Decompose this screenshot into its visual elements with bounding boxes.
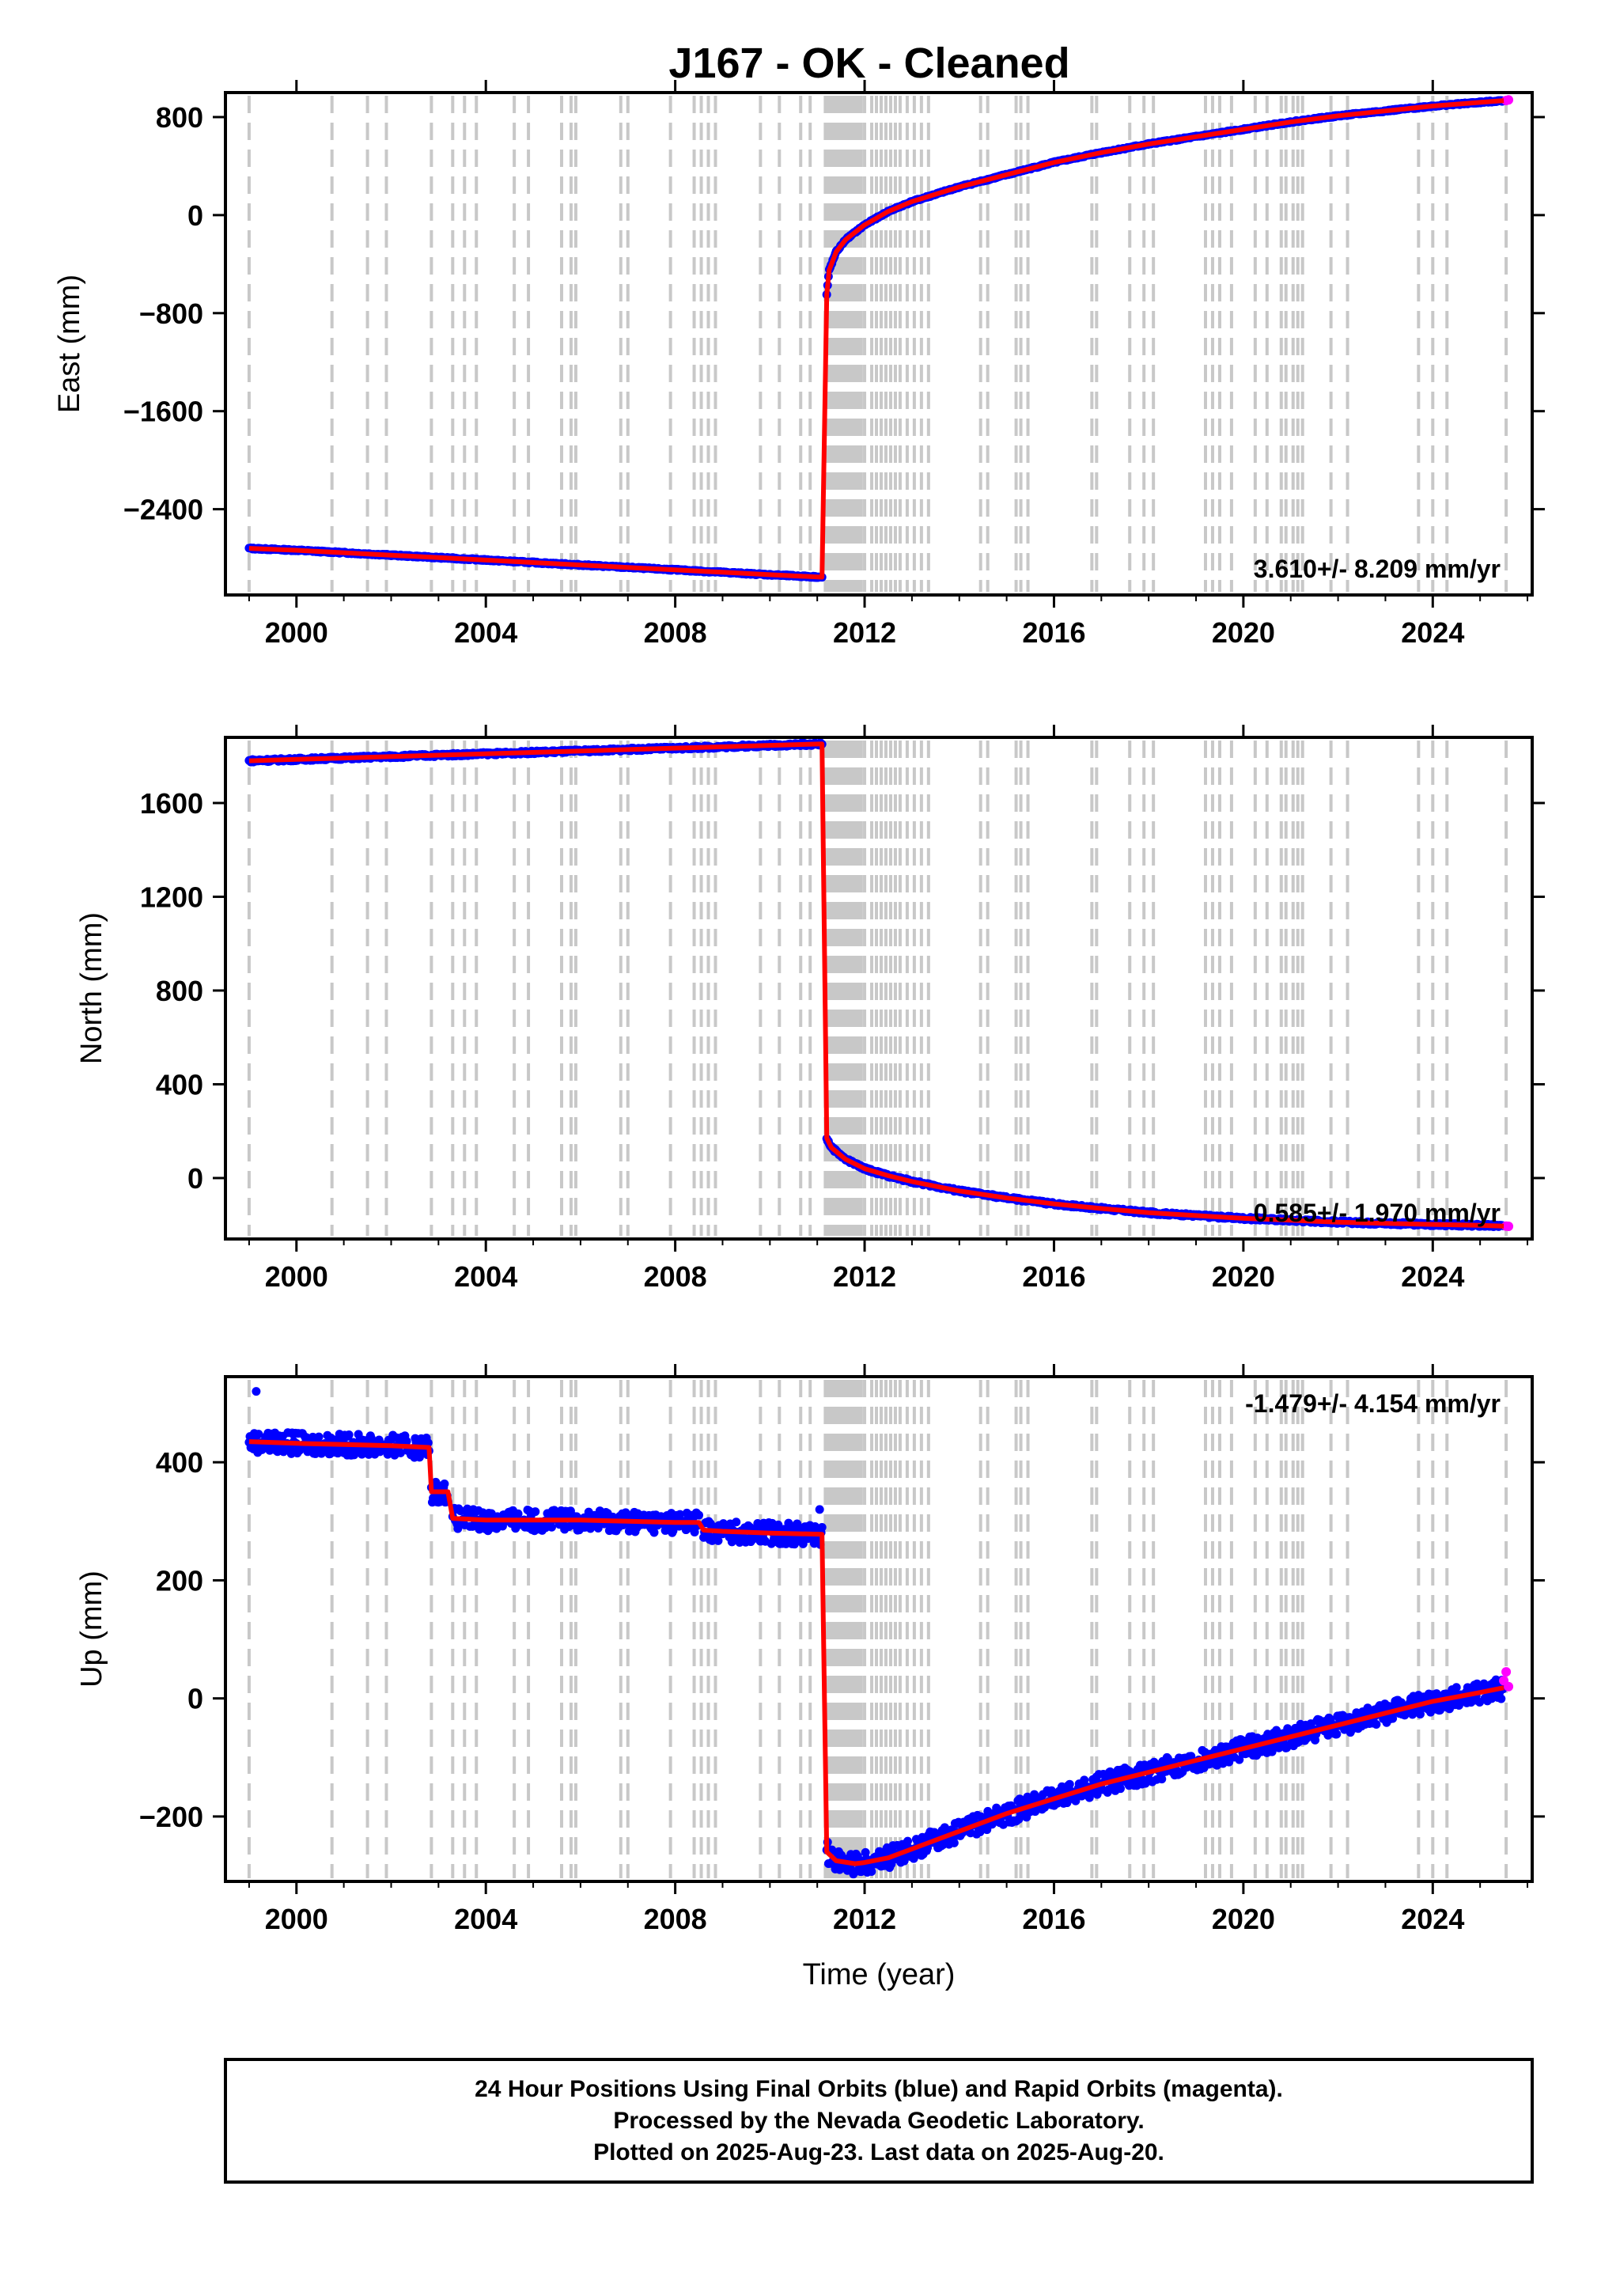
data-point: [817, 1522, 827, 1532]
data-point: [1497, 1694, 1506, 1703]
plot-frame: [224, 736, 1534, 1241]
y-tick-label: −1600: [123, 396, 203, 428]
x-tick-label: 2016: [1022, 1260, 1085, 1293]
data-point: [440, 1479, 449, 1488]
data-point: [252, 1387, 261, 1396]
y-tick-label: −200: [139, 1801, 203, 1833]
rapid-point: [1504, 95, 1514, 105]
x-tick-label: 2008: [644, 1903, 707, 1935]
x-tick-label: 2004: [454, 1903, 517, 1935]
data-point: [815, 1505, 824, 1514]
data-point: [1332, 1730, 1342, 1739]
x-tick-label: 2004: [454, 616, 517, 649]
y-axis-label: North (mm): [75, 912, 108, 1064]
x-tick-label: 2000: [265, 1260, 328, 1293]
footer-line-2: Processed by the Nevada Geodetic Laborat…: [613, 2108, 1144, 2134]
panel-up: 2000 2004 2008 2012 2016 2020 20244002000−200U…: [75, 1364, 1545, 1991]
y-tick-label: 800: [156, 975, 203, 1007]
data-point: [1451, 1683, 1461, 1692]
x-tick-label: 2012: [833, 1260, 896, 1293]
x-tick-label: 2020: [1212, 1903, 1275, 1935]
data-point: [314, 1432, 324, 1442]
x-tick-label: 2020: [1212, 1260, 1275, 1293]
data-point: [531, 1507, 540, 1517]
data-point: [695, 1510, 704, 1520]
data-point: [1388, 1714, 1398, 1723]
footer-line-3: Plotted on 2025-Aug-23. Last data on 202…: [593, 2139, 1164, 2165]
y-tick-label: −2400: [123, 494, 203, 526]
y-tick-label: 0: [187, 1162, 203, 1195]
rate-annotation: 0.585+/- 1.970 mm/yr: [1254, 1199, 1501, 1227]
y-tick-label: 1600: [140, 787, 203, 820]
x-tick-label: 2024: [1401, 616, 1464, 649]
data-point: [949, 1838, 959, 1847]
x-tick-label: 2020: [1212, 616, 1275, 649]
y-tick-label: 400: [156, 1446, 203, 1479]
y-tick-label: 0: [187, 1683, 203, 1715]
y-tick-label: −800: [139, 297, 203, 330]
x-tick-label: 2012: [833, 616, 896, 649]
x-tick-label: 2024: [1401, 1260, 1464, 1293]
x-tick-label: 2004: [454, 1260, 517, 1293]
rapid-point: [1504, 1222, 1514, 1232]
x-tick-label: 2000: [265, 616, 328, 649]
x-axis-label: Time (year): [803, 1958, 956, 1991]
chart-title: J167 - OK - Cleaned: [668, 40, 1069, 87]
y-tick-label: 0: [187, 199, 203, 232]
panels: 2000 2004 2008 2012 2016 2020 20248000−800−160…: [53, 80, 1545, 1991]
panel-east: 2000 2004 2008 2012 2016 2020 2024 800 0 −800 −160…: [53, 80, 1545, 649]
rate-annotation: -1.479+/- 4.154 mm/yr: [1245, 1389, 1501, 1418]
rate-annotation: 3.610+/- 8.209 mm/yr: [1254, 555, 1501, 583]
x-tick-label: 2008: [644, 1260, 707, 1293]
y-tick-label: 800: [156, 101, 203, 134]
x-tick-label: 2008: [644, 616, 707, 649]
x-tick-label: 2016: [1022, 616, 1085, 649]
x-tick-label: 2012: [833, 1903, 896, 1935]
plot-frame: [224, 91, 1534, 597]
y-axis-label: Up (mm): [75, 1570, 108, 1688]
footer-box: 24 Hour Positions Using Final Orbits (bl…: [224, 2058, 1534, 2184]
data-point: [547, 1522, 556, 1532]
rapid-point: [1504, 1681, 1514, 1692]
y-tick-label: 1200: [140, 881, 203, 913]
data-point: [344, 1430, 354, 1440]
data-point: [1115, 1784, 1125, 1794]
panel-north: 2000 2004 2008 2012 2016 2020 2024 1600 1200 800 4…: [75, 725, 1545, 1293]
y-axis-label: East (mm): [53, 275, 86, 413]
data-point: [1372, 1720, 1381, 1730]
data-point: [732, 1517, 741, 1527]
rapid-point: [1501, 1667, 1512, 1677]
x-tick-label: 2024: [1401, 1903, 1464, 1935]
model-line: [248, 98, 1504, 580]
y-tick-label: 200: [156, 1564, 203, 1597]
y-tick-label: 400: [156, 1068, 203, 1101]
footer-line-1: 24 Hour Positions Using Final Orbits (bl…: [475, 2076, 1283, 2102]
x-tick-label: 2000: [265, 1903, 328, 1935]
x-tick-label: 2016: [1022, 1903, 1085, 1935]
